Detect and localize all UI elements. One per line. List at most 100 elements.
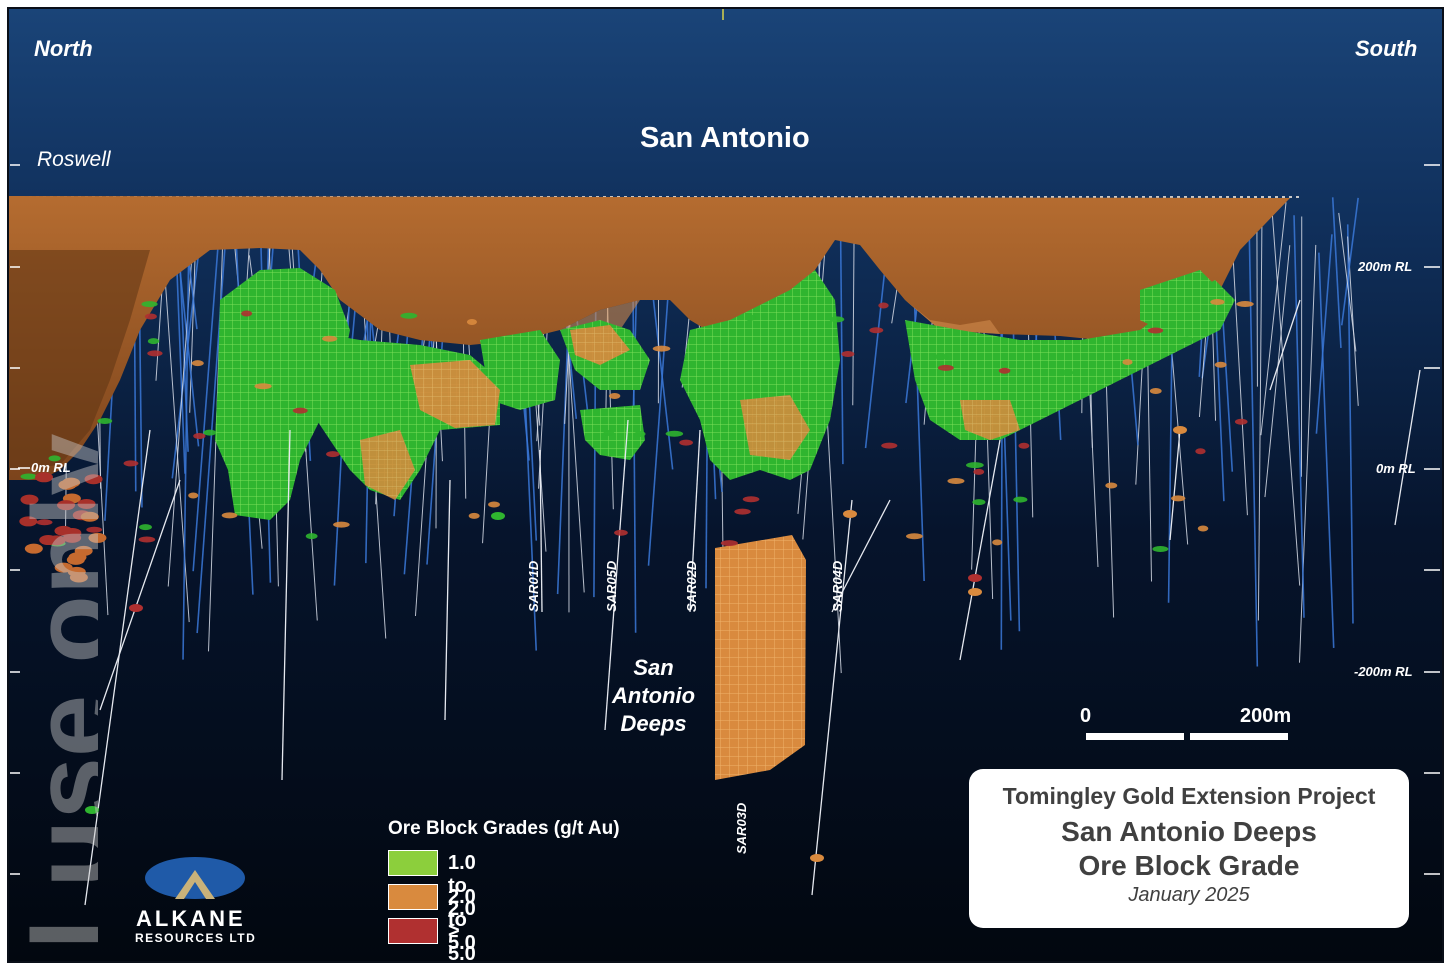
open-pit-shell xyxy=(8,196,1290,480)
ore-pod xyxy=(88,532,107,543)
alkane-logo-icon xyxy=(145,857,245,899)
drill-trace-long xyxy=(689,429,701,613)
ore-pod xyxy=(843,510,857,518)
ore-pod xyxy=(1152,545,1169,552)
ore-pod xyxy=(1214,361,1227,368)
ore-pod xyxy=(1197,525,1209,532)
ore-pod xyxy=(1173,426,1187,434)
drill-trace-long xyxy=(959,439,1001,661)
ore-mid-grade-central xyxy=(740,395,810,460)
ore-block-deeps xyxy=(715,535,806,780)
scale-bar-segment-1 xyxy=(1086,733,1184,740)
scale-bar xyxy=(1086,733,1288,740)
legend-label-high: > 5.0 xyxy=(448,920,476,965)
hole-label-sar05d: SAR05D xyxy=(604,560,619,612)
ore-pod xyxy=(305,533,318,540)
ore-mid-grade-south xyxy=(960,400,1020,440)
ore-pod xyxy=(54,562,73,573)
legend-swatch-low xyxy=(388,850,438,876)
ore-pod xyxy=(123,460,139,467)
ore-pod xyxy=(39,535,58,546)
drill-trace xyxy=(167,224,195,587)
ore-pod xyxy=(24,543,43,554)
ore-pod xyxy=(54,525,73,536)
pit-shading xyxy=(8,250,150,470)
ore-pod xyxy=(937,364,954,371)
ore-pod xyxy=(20,473,37,480)
title-line-2: Ore Block Grade xyxy=(1078,850,1300,881)
hole-label-sar04d: SAR04D xyxy=(830,560,845,612)
ore-pod xyxy=(241,310,253,317)
ore-pod xyxy=(1171,495,1186,502)
legend-swatch-high xyxy=(388,918,438,944)
ore-pod xyxy=(841,351,855,358)
ore-pod xyxy=(147,350,163,357)
ore-mid-grade-pit xyxy=(570,325,630,365)
ore-pod xyxy=(972,499,986,506)
drill-trace-long xyxy=(1269,299,1301,391)
ore-pod xyxy=(58,479,77,490)
watermark: l use only xyxy=(8,190,98,950)
ore-pod xyxy=(881,442,898,449)
ore-pod xyxy=(734,508,751,515)
ore-pod xyxy=(77,498,96,509)
hole-label-sar03d: SAR03D xyxy=(734,802,749,854)
ore-pod xyxy=(665,430,684,437)
drill-trace-long xyxy=(444,479,451,721)
ore-pod xyxy=(84,474,103,485)
ore-pod xyxy=(829,316,845,323)
ore-mid-grade-north xyxy=(410,360,500,428)
drill-trace-long xyxy=(1394,369,1421,526)
rl-ticks xyxy=(10,164,1440,875)
drill-traces-front xyxy=(84,299,1421,906)
ore-pod xyxy=(1149,387,1162,394)
logo-name: ALKANE xyxy=(136,906,246,931)
ore-pod xyxy=(992,539,1003,546)
ore-pod xyxy=(1210,299,1225,306)
drill-trace xyxy=(182,243,190,660)
drill-trace xyxy=(192,197,223,572)
ore-pod xyxy=(36,519,53,526)
drill-trace xyxy=(1293,215,1305,618)
ore-pod xyxy=(968,588,982,596)
drill-trace xyxy=(1256,207,1258,387)
drill-trace xyxy=(1257,223,1263,621)
ore-pod xyxy=(188,492,199,499)
ore-pod xyxy=(97,418,113,425)
drill-trace-long xyxy=(811,499,853,896)
title-box: Tomingley Gold Extension Project San Ant… xyxy=(969,769,1409,928)
watermark-text: l use only xyxy=(10,433,98,950)
scale-end-label: 200m xyxy=(1240,705,1292,727)
drill-trace xyxy=(1315,234,1333,434)
ore-pod xyxy=(191,360,204,367)
ore-pod xyxy=(86,526,103,533)
rl-label-right-0m: 0m RL xyxy=(1376,461,1416,476)
pit-title: San Antonio xyxy=(640,122,810,154)
ore-pod xyxy=(1234,418,1248,425)
drill-trace xyxy=(1231,230,1248,516)
hole-label-sar02d: SAR02D xyxy=(684,560,699,612)
ore-pod xyxy=(129,604,143,612)
drill-trace xyxy=(1340,197,1359,326)
ore-pod xyxy=(468,512,480,519)
drill-trace-long xyxy=(539,449,543,613)
ore-pod xyxy=(998,367,1011,374)
title-date: January 2025 xyxy=(1128,884,1250,906)
drill-trace xyxy=(839,223,844,465)
ore-pod xyxy=(1105,482,1118,489)
ore-pod xyxy=(193,433,206,440)
drill-trace xyxy=(1299,244,1317,663)
drill-trace-long xyxy=(84,429,151,906)
ore-pod xyxy=(138,536,156,543)
ore-pod xyxy=(614,529,628,536)
ore-pod xyxy=(1147,327,1164,334)
ore-pod xyxy=(1236,301,1254,308)
ore-body-south-upper xyxy=(1140,270,1230,335)
ore-pod xyxy=(947,477,965,484)
ore-pod xyxy=(35,472,54,483)
ore-pod xyxy=(973,468,985,475)
ore-pod xyxy=(144,313,157,320)
ore-pod xyxy=(869,327,884,334)
drill-trace-long xyxy=(831,499,891,613)
